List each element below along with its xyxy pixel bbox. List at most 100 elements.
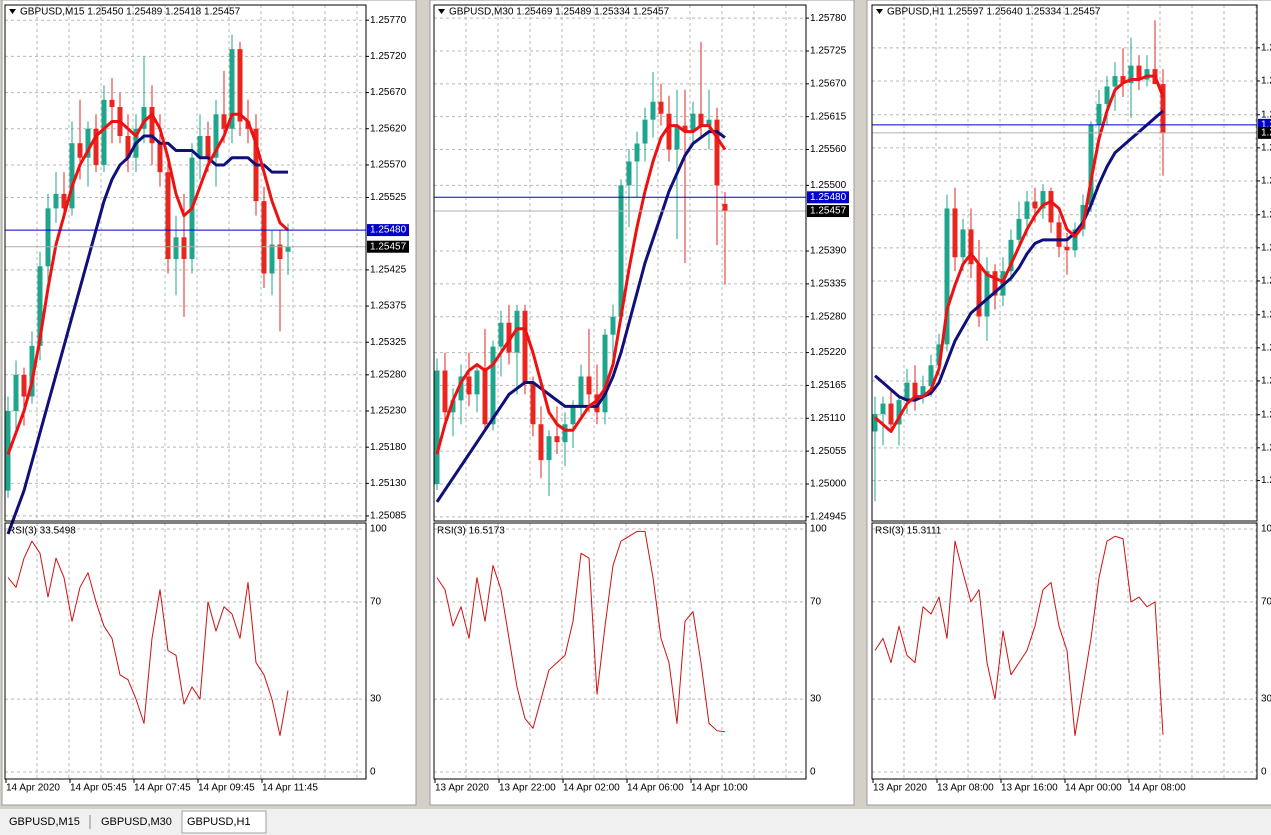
candle-body bbox=[952, 208, 958, 258]
tab[interactable]: GBPUSD,H1 bbox=[187, 816, 251, 828]
candle-body bbox=[1136, 65, 1142, 80]
candle-body bbox=[514, 310, 520, 353]
price-tick-label: 1.25560 bbox=[810, 144, 847, 155]
candle-body bbox=[912, 382, 918, 397]
price-tick-label: 1.25720 bbox=[370, 51, 407, 62]
candle-body bbox=[506, 322, 512, 353]
candle-body bbox=[928, 365, 934, 387]
chart-header: GBPUSD,H1 1.25597 1.25640 1.25334 1.2545… bbox=[887, 7, 1101, 18]
candle-body bbox=[904, 382, 910, 401]
price-pane bbox=[433, 4, 807, 522]
price-box bbox=[807, 191, 849, 204]
candle-body bbox=[21, 374, 27, 397]
time-label: 13 Apr 2020 bbox=[873, 783, 927, 794]
time-label: 13 Apr 22:00 bbox=[499, 783, 556, 794]
candle-body bbox=[538, 424, 544, 461]
candle-body bbox=[37, 266, 43, 346]
rsi bbox=[874, 535, 1164, 737]
rsi-tick-label: 100 bbox=[810, 524, 827, 535]
candle-body bbox=[213, 114, 219, 158]
candle-body bbox=[976, 264, 982, 317]
ma-slow bbox=[435, 130, 726, 503]
price-tick-label: 1.25335 bbox=[810, 279, 847, 290]
price-tick-label: 1.25770 bbox=[370, 15, 407, 26]
candle-body bbox=[466, 376, 472, 395]
price-pane bbox=[871, 4, 1258, 522]
price-tick-label: 1.24840 bbox=[1261, 342, 1271, 353]
tab[interactable]: GBPUSD,M15 bbox=[9, 816, 80, 828]
price-tick-label: 1.25701 bbox=[1261, 42, 1271, 53]
candle-body bbox=[666, 113, 672, 150]
price-tick-label: 1.25055 bbox=[810, 446, 847, 457]
price-tick-label: 1.25670 bbox=[370, 87, 407, 98]
price-tick-label: 1.25032 bbox=[1261, 276, 1271, 287]
candle-body bbox=[578, 376, 584, 407]
candle-body bbox=[594, 394, 600, 413]
candle-body bbox=[125, 135, 131, 158]
candle-body bbox=[490, 346, 496, 425]
chart-window bbox=[1, 0, 417, 806]
rsi-tick-label: 30 bbox=[370, 694, 382, 705]
candle-body bbox=[562, 424, 568, 443]
rsi-pane bbox=[433, 522, 807, 780]
candle-body bbox=[1120, 76, 1126, 84]
candle-body bbox=[1096, 103, 1102, 125]
tab[interactable]: GBPUSD,M30 bbox=[101, 816, 172, 828]
candle-body bbox=[570, 406, 576, 425]
candle-body bbox=[1088, 124, 1094, 205]
price-tick-label: 1.25525 bbox=[370, 192, 407, 203]
candle-body bbox=[634, 143, 640, 162]
menu-arrow[interactable] bbox=[438, 9, 445, 14]
ma-slow bbox=[6, 134, 288, 535]
candle-body bbox=[61, 193, 67, 209]
chart-header: GBPUSD,M30 1.25469 1.25489 1.25334 1.254… bbox=[449, 7, 670, 18]
candle-body bbox=[221, 114, 227, 129]
candle-body bbox=[181, 237, 187, 260]
candle-body bbox=[269, 244, 275, 274]
rsi-tick-label: 30 bbox=[1261, 694, 1271, 705]
candle-body bbox=[522, 310, 528, 383]
chart-header: GBPUSD,M15 1.25450 1.25489 1.25418 1.254… bbox=[20, 7, 241, 18]
price-tick-label: 1.25725 bbox=[810, 46, 847, 57]
candle-body bbox=[53, 193, 59, 209]
chart-window bbox=[429, 0, 855, 806]
candle-body bbox=[229, 49, 235, 129]
price-box-label: 1.25480 bbox=[370, 225, 407, 236]
candle-body bbox=[1072, 229, 1078, 251]
menu-arrow[interactable] bbox=[876, 9, 883, 14]
candle-body bbox=[546, 436, 552, 461]
price-tick-label: 1.24935 bbox=[1261, 309, 1271, 320]
candle-body bbox=[968, 229, 974, 265]
time-label: 14 Apr 10:00 bbox=[691, 783, 748, 794]
menu-arrow[interactable] bbox=[9, 9, 16, 14]
price-tick-label: 1.25509 bbox=[1261, 109, 1271, 120]
price-box bbox=[367, 240, 409, 253]
rsi-tick-label: 70 bbox=[370, 597, 382, 608]
price-tick-label: 1.25620 bbox=[370, 123, 407, 134]
candle-body bbox=[1056, 222, 1062, 247]
price-box bbox=[367, 224, 409, 237]
candle-body bbox=[642, 119, 648, 144]
price-box-label: 1.25480 bbox=[810, 192, 847, 203]
candle-body bbox=[85, 128, 91, 158]
candle-body bbox=[658, 101, 664, 114]
price-tick-label: 1.24648 bbox=[1261, 409, 1271, 420]
candle-body bbox=[920, 386, 926, 397]
price-tick-label: 1.25390 bbox=[810, 246, 847, 257]
candle-body bbox=[1008, 239, 1014, 272]
candle-body bbox=[197, 135, 203, 158]
rsi-tick-label: 0 bbox=[810, 767, 816, 778]
price-tick-label: 1.25425 bbox=[370, 265, 407, 276]
price-tick-label: 1.25280 bbox=[810, 311, 847, 322]
candle-body bbox=[690, 113, 696, 132]
ma-fast bbox=[435, 124, 727, 455]
price-tick-label: 1.25127 bbox=[1261, 242, 1271, 253]
candle-body bbox=[936, 344, 942, 366]
rsi-tick-label: 100 bbox=[1261, 524, 1271, 535]
candle-body bbox=[13, 374, 19, 411]
tab-active bbox=[181, 810, 267, 834]
rsi-tick-label: 30 bbox=[810, 694, 822, 705]
candle-body bbox=[165, 172, 171, 260]
price-box-label: 1.25480 bbox=[1261, 119, 1271, 130]
price-tick-label: 1.25500 bbox=[810, 180, 847, 191]
